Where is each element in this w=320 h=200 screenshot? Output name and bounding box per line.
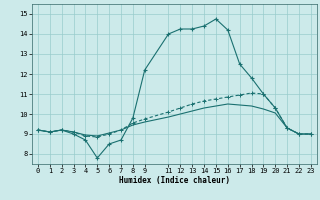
X-axis label: Humidex (Indice chaleur): Humidex (Indice chaleur) — [119, 176, 230, 185]
